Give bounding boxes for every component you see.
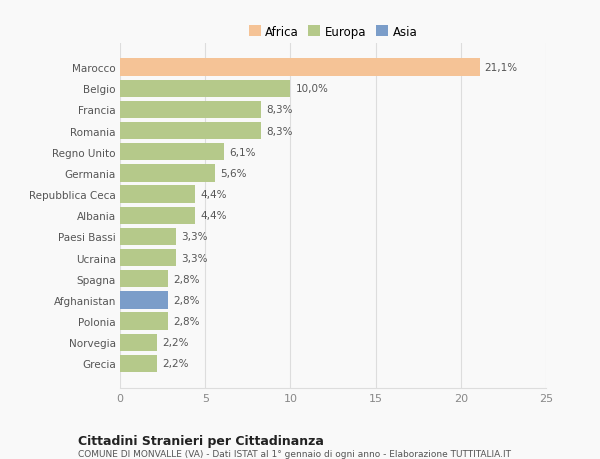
Text: 2,2%: 2,2% xyxy=(163,337,189,347)
Text: 2,8%: 2,8% xyxy=(173,316,199,326)
Text: COMUNE DI MONVALLE (VA) - Dati ISTAT al 1° gennaio di ogni anno - Elaborazione T: COMUNE DI MONVALLE (VA) - Dati ISTAT al … xyxy=(78,449,511,458)
Bar xyxy=(120,186,195,203)
Text: 3,3%: 3,3% xyxy=(181,253,208,263)
Bar xyxy=(120,249,176,267)
Bar xyxy=(120,123,262,140)
Bar xyxy=(120,101,262,119)
Bar xyxy=(120,355,157,372)
Text: 8,3%: 8,3% xyxy=(266,105,293,115)
Legend: Africa, Europa, Asia: Africa, Europa, Asia xyxy=(245,22,421,42)
Bar xyxy=(120,59,479,77)
Text: 2,8%: 2,8% xyxy=(173,274,199,284)
Bar xyxy=(120,207,195,224)
Text: 6,1%: 6,1% xyxy=(229,147,256,157)
Bar xyxy=(120,144,224,161)
Text: 3,3%: 3,3% xyxy=(181,232,208,242)
Text: 8,3%: 8,3% xyxy=(266,126,293,136)
Text: 2,8%: 2,8% xyxy=(173,295,199,305)
Text: 4,4%: 4,4% xyxy=(200,211,227,221)
Text: 2,2%: 2,2% xyxy=(163,358,189,369)
Bar xyxy=(120,165,215,182)
Text: Cittadini Stranieri per Cittadinanza: Cittadini Stranieri per Cittadinanza xyxy=(78,434,324,447)
Bar xyxy=(120,334,157,351)
Text: 10,0%: 10,0% xyxy=(296,84,328,94)
Bar xyxy=(120,228,176,246)
Text: 5,6%: 5,6% xyxy=(221,168,247,179)
Text: 4,4%: 4,4% xyxy=(200,190,227,200)
Text: 21,1%: 21,1% xyxy=(485,63,518,73)
Bar xyxy=(120,291,168,309)
Bar xyxy=(120,80,290,98)
Bar xyxy=(120,313,168,330)
Bar xyxy=(120,270,168,288)
